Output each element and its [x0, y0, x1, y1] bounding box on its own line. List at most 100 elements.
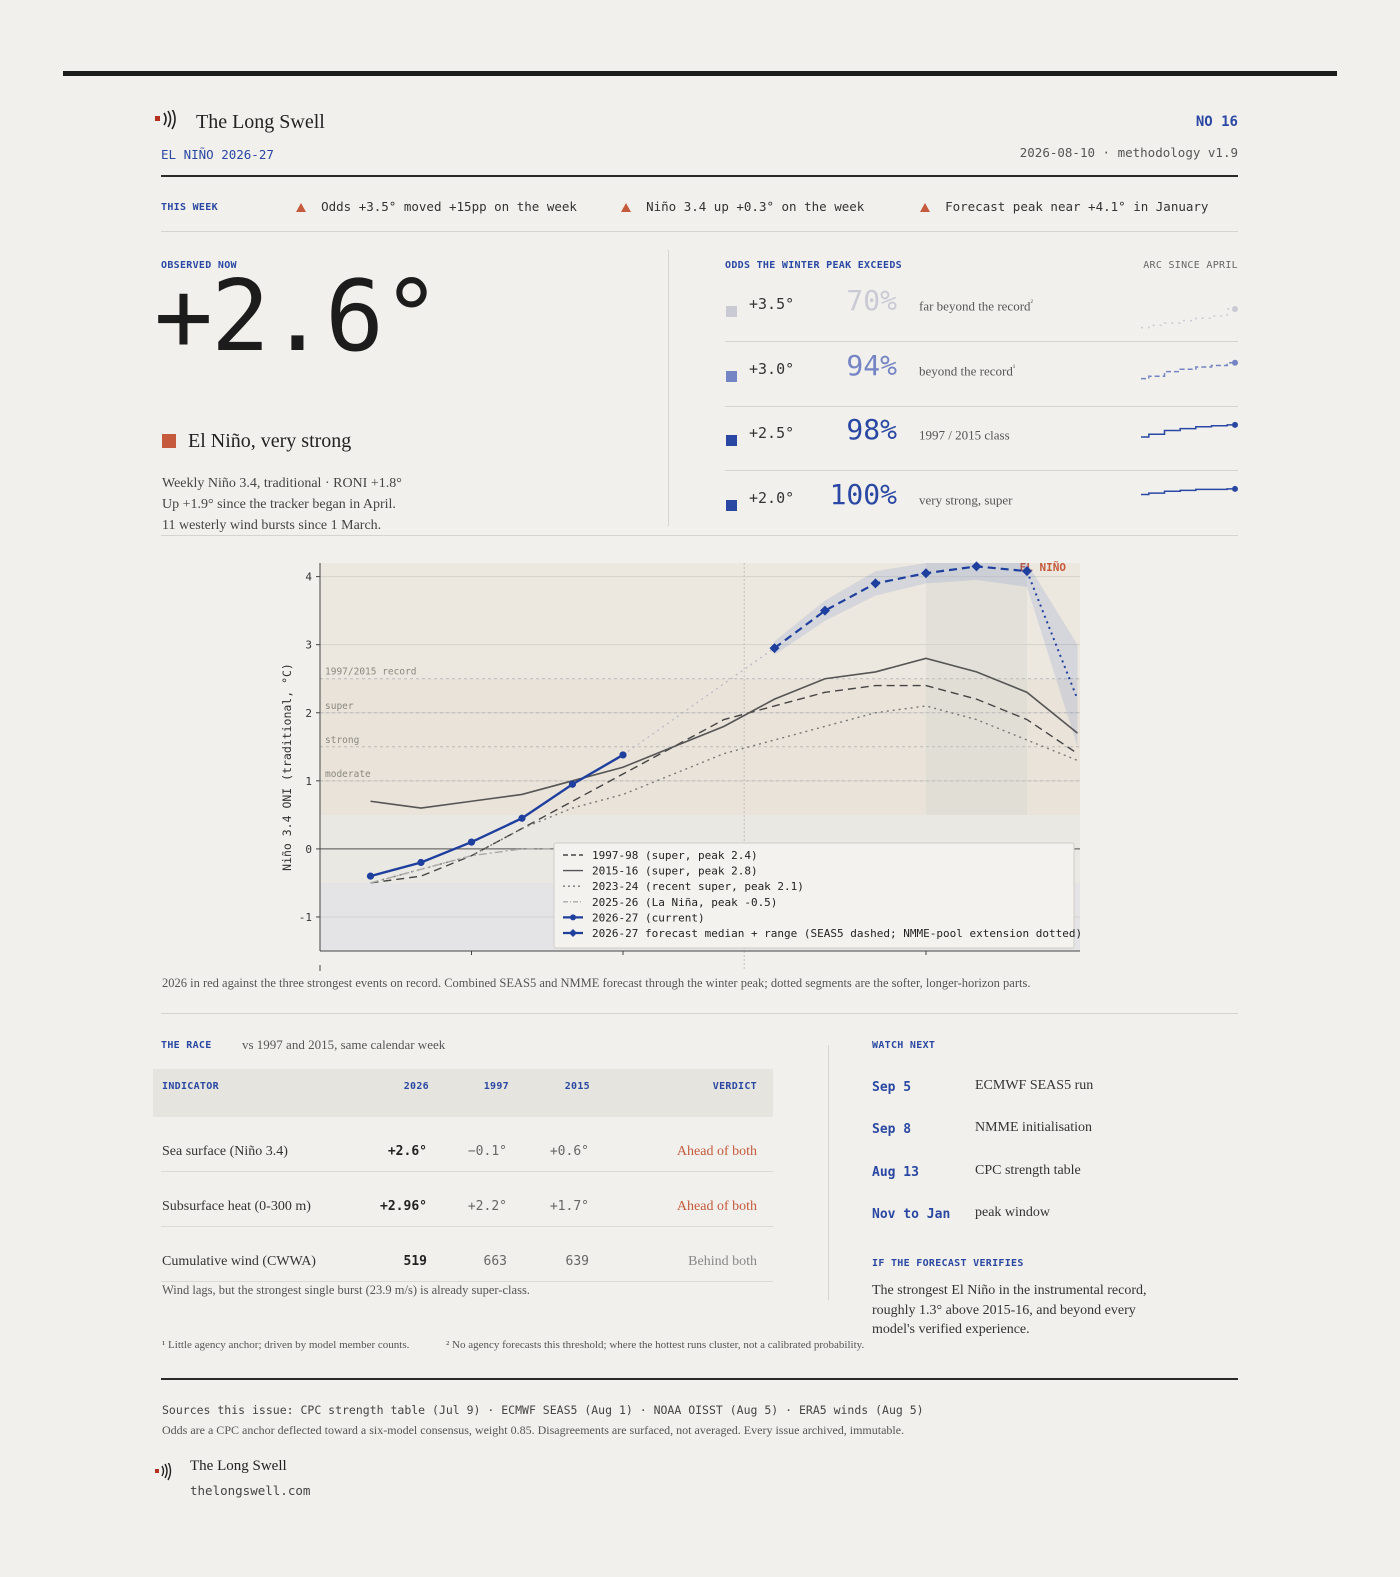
- series-line: [370, 684, 1078, 884]
- race-subtitle: vs 1997 and 2015, same calendar week: [242, 1037, 446, 1052]
- watch-date: Aug 13: [872, 1164, 919, 1180]
- table-row: Subsurface heat (0-300 m) +2.96° +2.2° +1.7…: [161, 1187, 773, 1227]
- legend-label: 2026-27 forecast median + range (SEAS5 d…: [592, 927, 1082, 940]
- column-divider: [828, 1045, 829, 1300]
- brand-name[interactable]: The Long Swell: [196, 111, 325, 133]
- issue-number: NO 16: [1195, 114, 1238, 130]
- this-week-item: Niño 3.4 up +0.3° on the week: [621, 199, 864, 214]
- odds-sparkline: [1141, 305, 1238, 329]
- y-tick-label: 1: [305, 775, 312, 788]
- reference-label: super: [325, 701, 354, 712]
- data-point: [568, 780, 577, 788]
- y-tick-label: 4: [305, 571, 312, 584]
- odds-row: +3.5° 70% far beyond the record²: [725, 278, 1238, 342]
- legend-label: 1997-98 (super, peak 2.4): [592, 849, 758, 862]
- watch-date: Nov to Jan: [872, 1206, 951, 1222]
- odds-percent: 98%: [846, 413, 897, 446]
- watch-item: Sep 5 ECMWF SEAS5 run: [872, 1078, 1202, 1100]
- odds-row: +2.5° 98% 1997 / 2015 class: [725, 407, 1238, 471]
- indicator-cell: Subsurface heat (0-300 m): [162, 1199, 311, 1214]
- odds-row: +2.0° 100% very strong, super: [725, 472, 1238, 536]
- odds-description: beyond the record¹: [919, 362, 1016, 378]
- watch-event: ECMWF SEAS5 run: [975, 1078, 1094, 1093]
- observed-value: +2.6°: [154, 260, 441, 374]
- watch-date: Sep 8: [872, 1122, 912, 1138]
- odds-percent: 100%: [829, 477, 897, 511]
- footer-url[interactable]: thelongswell.com: [190, 1483, 311, 1498]
- swell-logo-icon: [155, 1463, 172, 1481]
- forecast-point: [1021, 566, 1032, 577]
- watch-date: Sep 5: [872, 1080, 912, 1095]
- forecast-point: [769, 643, 780, 654]
- divider: [161, 1013, 1238, 1014]
- odds-row: +3.0° 94% beyond the record¹: [725, 343, 1238, 407]
- header-cell: INDICATOR: [162, 1081, 219, 1092]
- data-point: [366, 872, 375, 880]
- footer-brand[interactable]: The Long Swell: [190, 1458, 287, 1474]
- sparkline-path: [1141, 487, 1235, 495]
- odds-description: far beyond the record²: [919, 298, 1033, 314]
- series-line: [370, 657, 1078, 809]
- sparkline-endpoint: [1232, 485, 1238, 492]
- race-note: Wind lags, but the strongest single burs…: [162, 1283, 530, 1297]
- this-week-item: Odds +3.5° moved +15pp on the week: [296, 199, 577, 214]
- legend-label: 2015-16 (super, peak 2.8): [592, 865, 758, 878]
- forecast-point: [819, 605, 830, 616]
- watch-item: Nov to Jan peak window: [872, 1205, 1202, 1227]
- value-2026-cell: +2.6°: [387, 1144, 427, 1159]
- verdict-cell: Behind both: [688, 1254, 757, 1269]
- status-swatch: [162, 434, 176, 448]
- footnote-1: ¹ Little agency anchor; driven by model …: [162, 1339, 410, 1351]
- divider: [161, 535, 1238, 536]
- swell-logo-icon: [155, 110, 176, 130]
- odds-label: ODDS THE WINTER PEAK EXCEEDS: [725, 260, 902, 271]
- data-point: [518, 814, 526, 822]
- footer-rule: [161, 1378, 1238, 1380]
- value-2026-cell: +2.96°: [380, 1199, 427, 1214]
- verify-label: IF THE FORECAST VERIFIES: [872, 1258, 1024, 1269]
- y-tick-label: 2: [305, 707, 312, 720]
- watch-event: CPC strength table: [975, 1162, 1081, 1178]
- header-cell: 1997: [483, 1081, 509, 1092]
- indicator-cell: Cumulative wind (CWWA): [162, 1254, 316, 1269]
- issue-meta: 2026-08-10 · methodology v1.9: [1019, 145, 1238, 160]
- chart-caption: 2026 in red against the three strongest …: [162, 976, 1031, 990]
- odds-threshold: +3.0°: [749, 359, 795, 378]
- verify-text: The strongest El Niño in the instrumenta…: [872, 1283, 1147, 1337]
- sources: Sources this issue: CPC strength table (…: [162, 1403, 924, 1417]
- top-rule: [63, 71, 1337, 76]
- watch-event: NMME initialisation: [975, 1120, 1093, 1136]
- legend-label: 2026-27 (current): [592, 911, 705, 924]
- reference-label: strong: [325, 735, 359, 746]
- footnote-2: ² No agency forecasts this threshold; wh…: [446, 1339, 865, 1351]
- odds-swatch: [726, 370, 737, 382]
- this-week-label: THIS WEEK: [161, 202, 218, 213]
- odds-sparkline: [1141, 421, 1238, 438]
- odds-sparkline: [1141, 485, 1238, 495]
- value-2015-cell: +0.6°: [549, 1144, 589, 1159]
- value-2015-cell: +1.7°: [549, 1199, 589, 1214]
- odds-description: very strong, super: [919, 491, 1013, 507]
- forecast-point: [870, 578, 881, 589]
- odds-percent: 70%: [846, 284, 897, 317]
- observed-notes: Weekly Niño 3.4, traditional · RONI +1.8…: [162, 476, 402, 533]
- arc-label: ARC SINCE APRIL: [1143, 260, 1238, 271]
- race-label: THE RACE: [161, 1040, 212, 1051]
- series-line: [1026, 570, 1079, 700]
- indicator-cell: Sea surface (Niño 3.4): [162, 1144, 288, 1159]
- upper-band: [320, 563, 1080, 679]
- y-axis-label: Niño 3.4 ONI (traditional, °C): [280, 663, 294, 871]
- divider: [161, 231, 1238, 232]
- table-header: INDICATOR 2026 1997 2015 VERDICT: [153, 1069, 773, 1117]
- data-point: [619, 751, 627, 759]
- section-label: EL NIÑO 2026-27: [161, 147, 274, 162]
- y-tick-label: 3: [305, 639, 312, 652]
- odds-swatch: [726, 306, 737, 317]
- nino-chart: 1997/2015 record super strong moderate -1 0 1 2…: [280, 561, 1082, 971]
- value-1997-cell: −0.1°: [467, 1144, 507, 1159]
- observed-label: OBSERVED NOW: [161, 260, 237, 271]
- sparkline-path: [1141, 424, 1235, 438]
- sparkline-path: [1141, 361, 1235, 379]
- watch-item: Sep 8 NMME initialisation: [872, 1120, 1202, 1142]
- sparkline-endpoint: [1232, 305, 1238, 312]
